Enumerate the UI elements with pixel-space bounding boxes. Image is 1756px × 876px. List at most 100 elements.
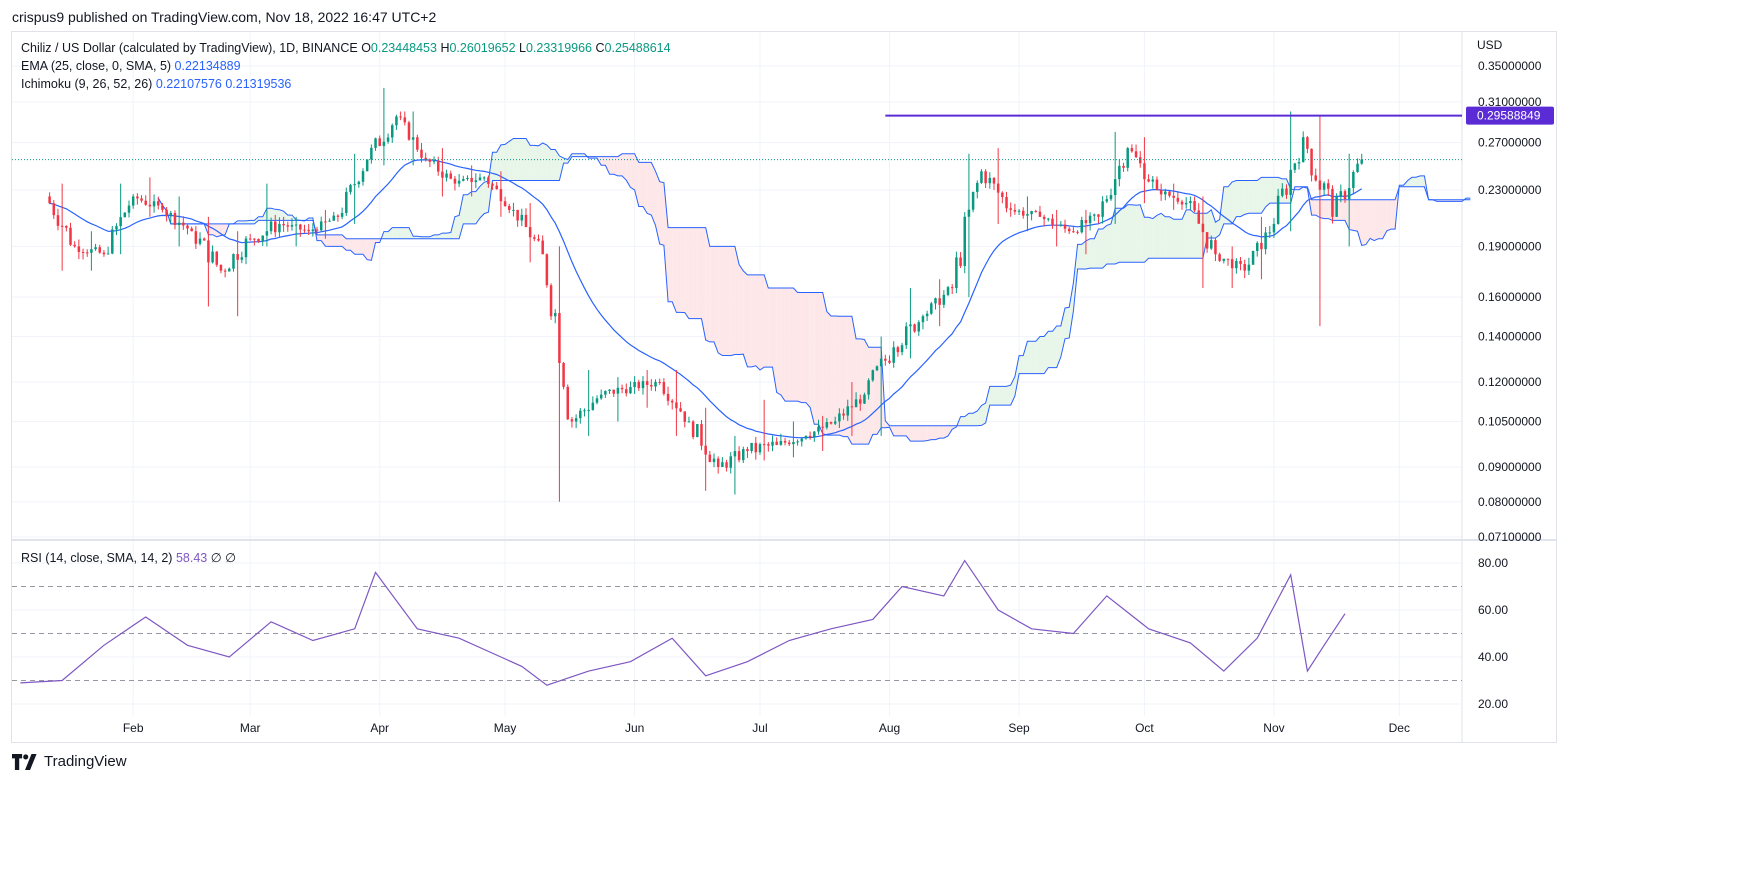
candle-body	[553, 313, 557, 317]
candle-body	[516, 209, 519, 221]
candle-body	[1343, 191, 1347, 200]
candle-body	[917, 322, 921, 332]
candle-body	[549, 285, 553, 317]
candle-body	[1276, 195, 1280, 224]
legend-rsi-value: 58.43	[175, 551, 208, 565]
candle-body	[140, 198, 143, 201]
candle-body	[1084, 220, 1088, 224]
candle-body	[462, 178, 465, 181]
cloud-segment	[400, 227, 405, 239]
cloud-segment	[216, 223, 221, 237]
candle-body	[1222, 258, 1226, 261]
cloud-segment	[780, 288, 786, 402]
cloud-segment	[613, 156, 618, 176]
candle-body	[1122, 165, 1125, 168]
cloud-segment	[1152, 215, 1157, 259]
candle-body	[1147, 179, 1150, 182]
candle-body	[904, 326, 908, 346]
cloud-segment	[918, 425, 923, 442]
cloud-segment	[902, 425, 907, 436]
candle-body	[127, 205, 131, 213]
candle-body	[294, 224, 298, 226]
candle-body	[94, 247, 97, 250]
cloud-segment	[1261, 177, 1266, 214]
candle-body	[1218, 254, 1221, 261]
rsi-pane: 80.00 60.00 40.00 20.00	[12, 556, 1508, 711]
cloud-segment	[1023, 341, 1028, 374]
candle-body	[950, 287, 954, 289]
cloud-segment	[317, 234, 322, 241]
candle-body	[482, 177, 486, 179]
candle-body	[232, 254, 235, 269]
candle-body	[115, 226, 118, 230]
cloud-segment	[835, 316, 840, 436]
cloud-segment	[551, 149, 556, 181]
cloud-segment	[1031, 341, 1036, 374]
candle-body	[152, 201, 156, 207]
candle-body	[1293, 163, 1297, 170]
candle-body	[758, 444, 762, 453]
candle-body	[378, 138, 381, 146]
cloud-segment	[831, 316, 836, 436]
candle-body	[432, 160, 436, 162]
cloud-segment	[396, 227, 401, 239]
candle-body	[391, 125, 394, 138]
candle-body	[441, 171, 444, 178]
candle-body	[1243, 264, 1246, 271]
cloud-segment	[697, 227, 702, 319]
cloud-segment	[325, 234, 330, 247]
candle-body	[1310, 148, 1313, 176]
cloud-segment	[388, 227, 393, 239]
time-tick-label: Nov	[1263, 721, 1284, 735]
candle-body	[81, 251, 85, 253]
candle-body	[1017, 210, 1021, 212]
candle-body	[574, 418, 578, 422]
cloud-segment	[442, 233, 447, 239]
cloud-segment	[1085, 238, 1091, 269]
candle-body	[712, 458, 716, 462]
candle-body	[1322, 183, 1326, 190]
cloud-segment	[546, 145, 552, 181]
candle-body	[595, 398, 599, 403]
cloud-segment	[513, 138, 518, 181]
candle-body	[800, 438, 804, 442]
candle-body	[909, 324, 912, 327]
cloud-segment	[985, 386, 990, 423]
cloud-segment	[1420, 175, 1425, 187]
candle-body	[683, 411, 687, 422]
candle-body	[1126, 148, 1129, 168]
cloud-segment	[747, 274, 752, 367]
candle-body	[1180, 201, 1184, 205]
ichimoku-lines	[49, 138, 1471, 445]
ichimoku-cloud	[158, 138, 1471, 445]
candle-body	[616, 387, 620, 394]
chart-frame	[11, 31, 1557, 743]
cloud-segment	[793, 288, 798, 402]
cloud-segment	[1119, 208, 1124, 263]
cloud-segment	[484, 181, 489, 214]
cloud-segment	[521, 138, 526, 181]
cloud-segment	[1219, 186, 1224, 235]
legend-ema-label: EMA (25, close, 0, SMA, 5)	[21, 59, 172, 73]
cloud-segment	[1311, 199, 1316, 216]
cloud-segment	[471, 191, 476, 224]
cloud-segment	[651, 162, 656, 226]
cloud-segment	[897, 425, 903, 436]
cloud-segment	[743, 270, 748, 367]
cloud-segment	[655, 171, 660, 244]
cloud-segment	[287, 215, 292, 221]
cloud-segment	[555, 149, 560, 181]
time-tick-label: May	[494, 721, 517, 735]
cloud-segment	[500, 144, 506, 181]
candle-body	[286, 225, 290, 227]
cloud-segment	[1370, 199, 1375, 241]
candle-body	[967, 209, 971, 217]
candle-body	[863, 394, 866, 404]
cloud-segment	[1161, 213, 1166, 259]
cloud-segment	[856, 338, 861, 445]
cloud-segment	[734, 246, 740, 355]
cloud-segment	[847, 316, 852, 445]
candle-body	[182, 222, 185, 226]
legend-ichimoku-row: Ichimoku (9, 26, 52, 26) 0.22107576 0.21…	[21, 75, 291, 93]
